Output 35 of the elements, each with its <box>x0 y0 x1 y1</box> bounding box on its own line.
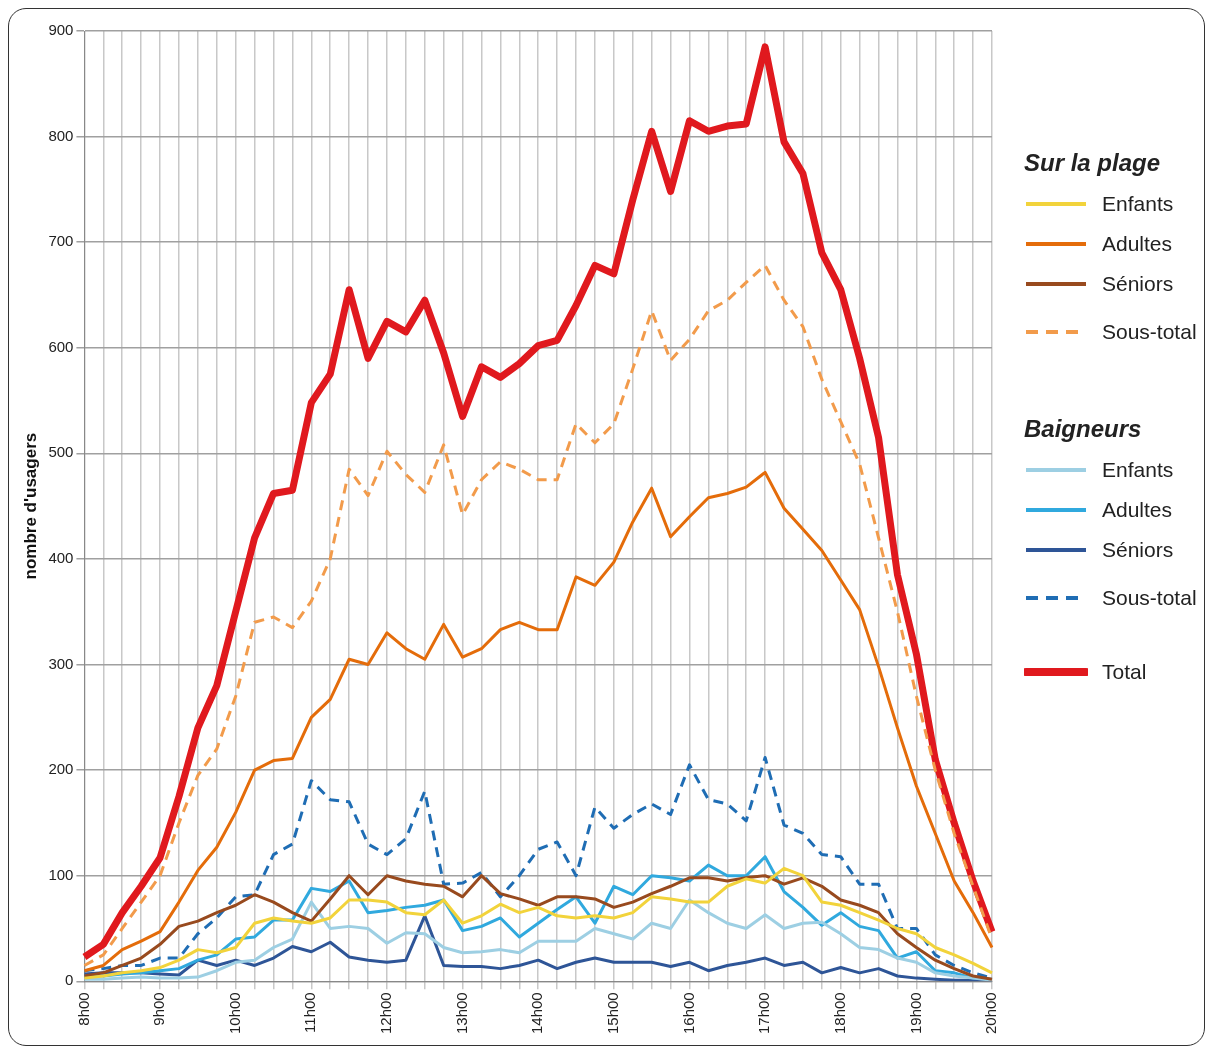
y-tick-label: 700 <box>48 232 74 250</box>
x-tick-label: 14h00 <box>528 992 546 1035</box>
legend-label: Sous-total <box>1102 320 1197 344</box>
x-tick-label: 13h00 <box>452 992 470 1035</box>
y-tick-label: 400 <box>48 549 74 567</box>
y-tick-label: 900 <box>48 21 74 39</box>
x-tick-label: 15h00 <box>603 992 621 1035</box>
x-tick-label: 11h00 <box>301 992 319 1033</box>
y-tick-label: 800 <box>48 126 74 144</box>
y-axis-title: nombre d'usagers <box>20 432 40 580</box>
x-tick-label: 8h00 <box>74 992 92 1026</box>
x-tick-label: 19h00 <box>906 992 924 1035</box>
text: Baigneurs <box>1024 415 1143 443</box>
x-tick-label: 10h00 <box>225 992 243 1035</box>
y-tick-label: 100 <box>48 865 74 883</box>
legend-label: Séniors <box>1102 538 1174 562</box>
x-tick-label: 16h00 <box>679 992 697 1035</box>
x-tick-label: 12h00 <box>377 992 395 1035</box>
y-tick-label: 300 <box>48 654 74 672</box>
y-tick-label: 200 <box>48 760 74 778</box>
y-tick-label: 600 <box>48 337 74 355</box>
x-tick-label: 9h00 <box>150 992 168 1026</box>
legend-label: Total <box>1102 660 1147 684</box>
x-tick-label: 17h00 <box>755 992 773 1035</box>
legend-label: Séniors <box>1102 272 1174 296</box>
text: Sur la plage <box>1024 149 1162 177</box>
x-tick-label: 20h00 <box>982 992 1000 1035</box>
legend-label: Adultes <box>1102 232 1173 256</box>
legend-label: Enfants <box>1102 192 1174 216</box>
y-tick-label: 0 <box>65 971 74 989</box>
legend-label: Adultes <box>1102 498 1173 522</box>
y-tick-label: 500 <box>48 443 74 461</box>
legend-label: Enfants <box>1102 458 1174 482</box>
x-tick-label: 18h00 <box>830 992 848 1035</box>
legend-label: Sous-total <box>1102 586 1197 610</box>
